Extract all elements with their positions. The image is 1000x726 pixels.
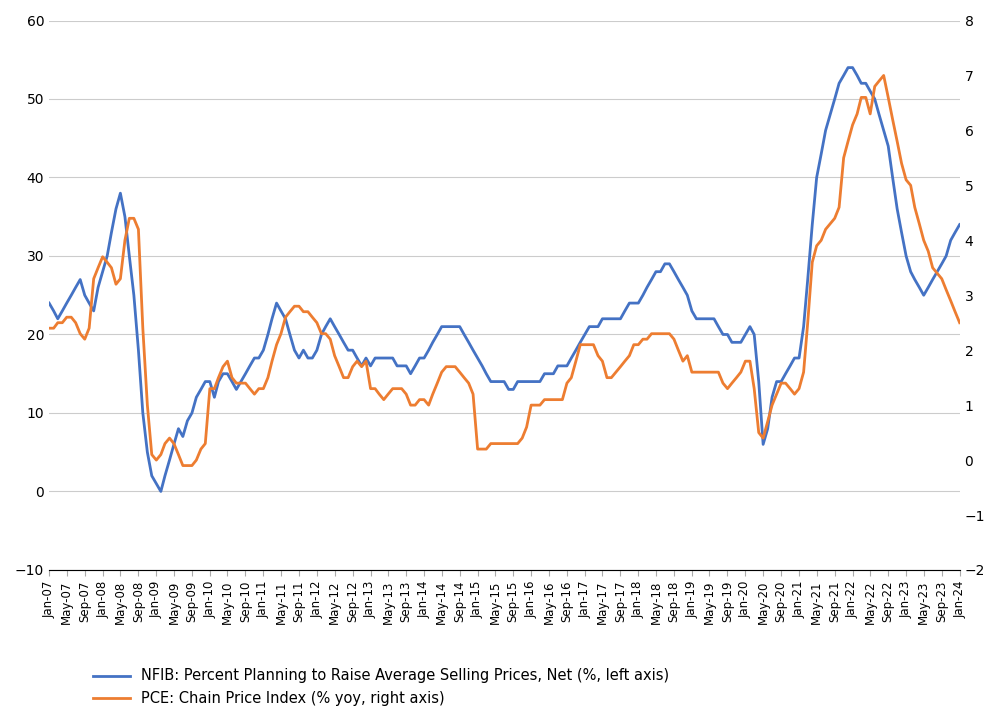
Line: NFIB: Percent Planning to Raise Average Selling Prices, Net (%, left axis): NFIB: Percent Planning to Raise Average … [49, 68, 960, 492]
Legend: NFIB: Percent Planning to Raise Average Selling Prices, Net (%, left axis), PCE:: NFIB: Percent Planning to Raise Average … [87, 663, 675, 711]
Line: PCE: Chain Price Index (% yoy, right axis): PCE: Chain Price Index (% yoy, right axi… [49, 76, 960, 465]
